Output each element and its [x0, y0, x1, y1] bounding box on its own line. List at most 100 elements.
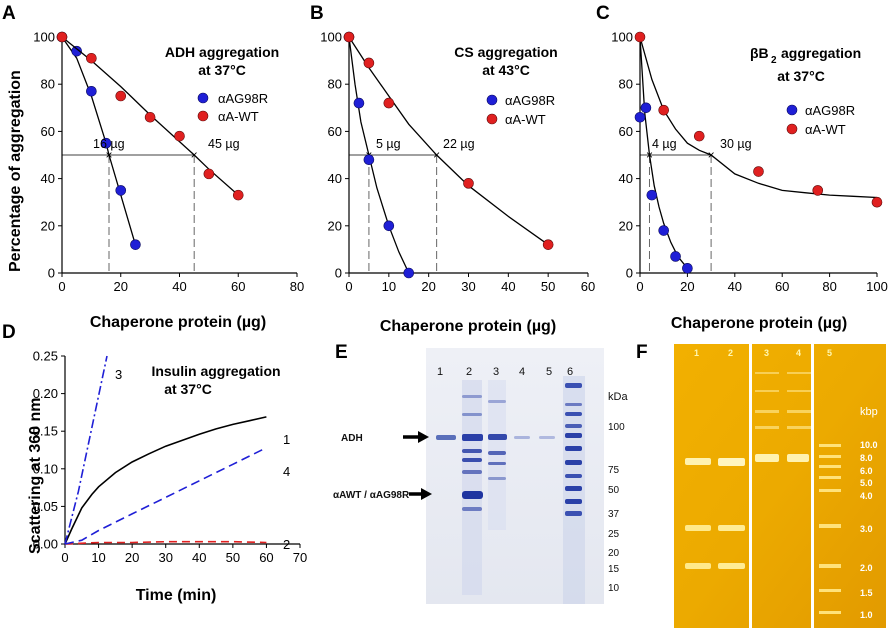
chart-a-title-line2: at 37°C	[198, 62, 246, 78]
gel-f-ladder-band	[819, 524, 841, 528]
chart-b-title-line2: at 43°C	[482, 62, 530, 78]
chart-c-x-tick-label: 40	[728, 279, 742, 294]
gel-f-ladder-band	[819, 589, 841, 592]
gel-f-marker-1: 1.0	[860, 610, 873, 620]
gel-e-band	[462, 413, 482, 416]
chart-c-series-1-point	[640, 102, 652, 114]
chart-b-series-2-point	[383, 97, 395, 109]
chart-d-title-line1: Insulin aggregation	[151, 363, 280, 379]
gel-e-band	[436, 435, 456, 440]
chart-b-x-tick-label: 20	[421, 279, 435, 294]
gel-e-marker-band	[565, 433, 582, 438]
gel-f-divider	[749, 344, 752, 628]
gel-e-band	[488, 477, 506, 480]
chart-a-y-tick-label: 80	[41, 77, 55, 92]
gel-e-band	[462, 458, 482, 462]
gel-e-arrowhead-aa	[421, 488, 432, 500]
chart-d-x-tick-label: 40	[192, 550, 206, 565]
gel-e-band	[514, 436, 530, 439]
chart-a-series-2-point	[144, 111, 156, 123]
gel-f-marker-6: 6.0	[860, 466, 873, 476]
chart-c-y-tick-label: 0	[626, 266, 633, 281]
chart-c-annotation-30ug: 30 µg	[720, 137, 752, 151]
gel-e-lane-2: 2	[466, 366, 472, 378]
gel-f-band	[787, 410, 811, 413]
chart-c-title-line2: at 37°C	[777, 68, 825, 84]
chart-c-series-2-point	[871, 196, 883, 208]
chart-d-x-tick-label: 10	[91, 550, 105, 565]
gel-e-marker-band	[565, 460, 582, 465]
gel-f-band	[787, 454, 809, 462]
gel-e-band	[462, 449, 482, 453]
chart-b-y-tick-label: 80	[328, 77, 342, 92]
chart-b-x-axis-label: Chaperone protein (µg)	[380, 318, 556, 335]
gel-e-lane-1: 1	[437, 366, 443, 378]
gel-e-marker-band	[565, 424, 582, 428]
chart-c-title-subscript: 2	[771, 55, 777, 66]
chart-b-legend-blue-marker	[486, 94, 498, 106]
chart-a-series-2-point	[86, 52, 97, 64]
chart-a-series-2-point	[232, 189, 244, 201]
chart-b-y-tick-label: 60	[328, 124, 342, 139]
chart-d-series-1-line	[64, 416, 267, 545]
chart-a-x-tick-label: 80	[290, 279, 304, 294]
chart-d-series-3-line	[64, 355, 108, 545]
chart-b-x-tick-label: 60	[581, 279, 595, 294]
chart-a-x-tick-label: 40	[172, 279, 186, 294]
gel-f-marker-1-5: 1.5	[860, 588, 873, 598]
gel-f-lane-3: 3	[764, 348, 769, 358]
gel-e-lane-3: 3	[493, 366, 499, 378]
chart-d-curve-label-1: 1	[283, 432, 290, 447]
chart-b-x-tick-label: 0	[345, 279, 352, 294]
gel-e-lane-5: 5	[546, 366, 552, 378]
chart-b-y-tick-label: 40	[328, 171, 342, 186]
panel-label-c: C	[596, 3, 610, 24]
chart-a-y-tick-label: 0	[48, 266, 55, 281]
gel-e-marker-band	[565, 474, 582, 478]
chart-b-series-1-point	[353, 97, 365, 109]
gel-f-band	[755, 454, 779, 462]
chart-c-title-word: aggregation	[781, 45, 861, 61]
chart-c-y-tick-label: 20	[619, 218, 633, 233]
chart-d-x-tick-label: 30	[158, 550, 172, 565]
chart-b-series-1-point	[363, 154, 375, 166]
gel-e-marker-50: 50	[608, 485, 620, 496]
chart-c-x-tick-label: 20	[680, 279, 694, 294]
chart-c-series-2-point	[753, 166, 764, 177]
gel-f-marker-3: 3.0	[860, 524, 873, 534]
chart-a-x-tick-label: 20	[114, 279, 128, 294]
chart-a-y-tick-label: 60	[41, 124, 55, 139]
gel-f-band	[787, 390, 811, 392]
gel-f-band	[685, 563, 711, 569]
gel-f-marker-2: 2.0	[860, 563, 873, 573]
panel-label-b: B	[310, 3, 324, 24]
chart-b-series-1-point	[383, 220, 395, 232]
chart-d-y-tick-label: 0.15	[33, 424, 58, 439]
chart-d-x-tick-label: 70	[293, 550, 307, 565]
chart-a-annotation-16ug: 16 µg	[93, 137, 125, 151]
gel-f-marker-8: 8.0	[860, 453, 873, 463]
chart-b-x-tick-label: 10	[382, 279, 396, 294]
gel-f-background	[674, 344, 886, 628]
gel-e-lane-4: 4	[519, 366, 525, 378]
chart-b-x-tick-label: 50	[541, 279, 555, 294]
gel-f-marker-4: 4.0	[860, 491, 873, 501]
chart-a-series-1-point	[115, 185, 127, 196]
chart-b-series-2-point	[463, 178, 474, 189]
gel-e-marker-75: 75	[608, 465, 620, 476]
gel-f-ladder-band	[819, 465, 841, 468]
gel-e-marker-band	[565, 499, 582, 504]
gel-e-marker-100: 100	[608, 422, 625, 433]
gel-f-band	[685, 525, 711, 531]
gel-f-lane-2: 2	[728, 348, 733, 358]
chart-a-legend-ag98r: αAG98R	[218, 91, 268, 106]
gel-e-marker-25: 25	[608, 529, 620, 540]
chart-b-y-tick-label: 100	[320, 30, 342, 45]
gel-f-lane-1: 1	[694, 348, 699, 358]
chart-d-title-line2: at 37°C	[164, 381, 212, 397]
gel-f-ladder-band	[819, 564, 841, 568]
gel-e-arrowhead-adh	[418, 431, 429, 443]
chart-c-series-2-point	[634, 31, 646, 43]
